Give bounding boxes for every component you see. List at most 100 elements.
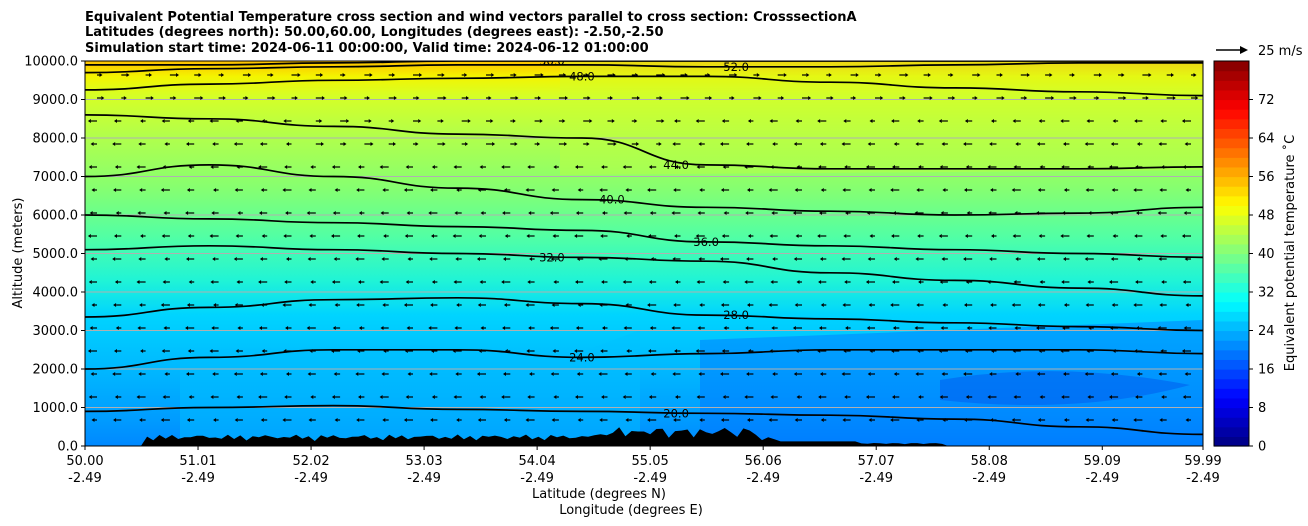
wind-vector-head [430, 188, 434, 192]
wind-vector-head [113, 188, 117, 192]
wind-vector-head [671, 326, 675, 330]
wind-vector-head [526, 234, 530, 238]
wind-vector-head [138, 372, 142, 376]
wind-vector-head [747, 418, 750, 422]
wind-vector-head [819, 326, 822, 330]
wind-vector-head [1086, 119, 1090, 123]
wind-vector-head [1061, 280, 1065, 284]
wind-vector-head [477, 418, 481, 422]
wind-vector-head [452, 234, 456, 238]
wind-vector-head [1158, 372, 1162, 376]
wind-vector-head [492, 142, 496, 146]
wind-vector-head [696, 395, 700, 399]
wind-vector-head [647, 418, 651, 422]
wind-vector-head [1084, 142, 1088, 146]
wind-vector-head [1136, 211, 1139, 215]
wind-vector-head [502, 211, 506, 215]
wind-vector-head [211, 211, 215, 215]
wind-vector-head [454, 326, 458, 330]
wind-vector-head [1121, 73, 1125, 77]
wind-vector-head [369, 73, 373, 77]
wind-vector-head [575, 280, 578, 284]
wind-vector-head [406, 211, 410, 215]
wind-vector-head [867, 142, 871, 146]
wind-vector-head [841, 372, 845, 376]
wind-vector-head [891, 234, 895, 238]
wind-vector-head [649, 211, 653, 215]
wind-vector-head [161, 349, 165, 353]
colorbar-segment [1214, 436, 1249, 447]
wind-vector-head [528, 211, 532, 215]
contour-label: 20.0 [663, 406, 689, 420]
wind-vector-head [772, 372, 776, 376]
wind-vector-head [114, 349, 117, 353]
wind-vector-head [1195, 96, 1199, 100]
wind-vector-head [721, 349, 725, 353]
wind-vector-head [90, 372, 94, 376]
wind-vector-head [599, 188, 603, 192]
wind-vector-head [917, 119, 921, 123]
wind-vector-head [722, 280, 726, 284]
wind-vector-head [795, 234, 799, 238]
wind-vector-head [552, 349, 556, 353]
wind-vector-head [222, 96, 226, 100]
x-tick-label-lon: -2.49 [294, 471, 328, 486]
wind-vector-head [1172, 96, 1176, 100]
wind-vector-head [929, 96, 933, 100]
wind-vector-head [686, 96, 690, 100]
wind-vector-head [695, 119, 699, 123]
wind-vector-head [488, 96, 492, 100]
wind-vector-head [456, 418, 460, 422]
wind-vector-head [294, 96, 298, 100]
wind-vector-head [260, 188, 264, 192]
wind-vector-head [673, 303, 677, 307]
wind-vector-head [781, 96, 785, 100]
wind-vector-head [891, 119, 895, 123]
wind-vector-head [699, 303, 703, 307]
wind-vector-head [721, 119, 725, 123]
wind-vector-head [1161, 280, 1165, 284]
wind-vector-head [113, 303, 117, 307]
wind-vector-head [819, 372, 823, 376]
wind-vector-head [698, 372, 702, 376]
colorbar-segment [1214, 89, 1249, 101]
wind-vector-head [198, 73, 202, 77]
wind-vector-head [456, 188, 460, 192]
wind-vector-head [938, 234, 942, 238]
wind-vector-head [89, 326, 93, 330]
wind-vector-head [429, 372, 433, 376]
wind-vector-head [941, 142, 945, 146]
wind-vector-head [306, 326, 310, 330]
wind-vector-head [1036, 326, 1039, 330]
wind-vectors [87, 73, 1199, 422]
colorbar-segment [1214, 320, 1249, 332]
wind-vector-head [248, 73, 252, 77]
wind-vector-head [393, 96, 397, 100]
wind-vector-head [939, 395, 943, 399]
wind-vector-head [90, 257, 94, 261]
wind-vector-head [1185, 303, 1189, 307]
wind-vector-head [720, 188, 724, 192]
wind-vector-head [989, 372, 993, 376]
wind-vector-head [723, 211, 727, 215]
wind-vector-head [392, 73, 396, 77]
wind-vector-head [575, 211, 579, 215]
colorbar-segment [1214, 80, 1249, 91]
wind-vector-head [672, 372, 676, 376]
wind-vector-head [747, 303, 750, 307]
wind-vector-head [233, 372, 237, 376]
wind-vector-head [841, 257, 845, 261]
wind-vector-head [235, 234, 239, 238]
wind-vector-head [286, 372, 289, 376]
wind-vector-head [843, 119, 847, 123]
wind-vector-head [286, 142, 289, 146]
wind-vector-head [237, 326, 241, 330]
wind-vector-head [1063, 303, 1067, 307]
wind-vector-head [333, 257, 337, 261]
wind-vector-head [379, 280, 383, 284]
wind-vector-head [1136, 142, 1140, 146]
wind-vector-head [731, 96, 735, 100]
wind-vector-head [176, 73, 179, 77]
wind-vector-head [625, 418, 629, 422]
wind-vector-head [140, 119, 144, 123]
